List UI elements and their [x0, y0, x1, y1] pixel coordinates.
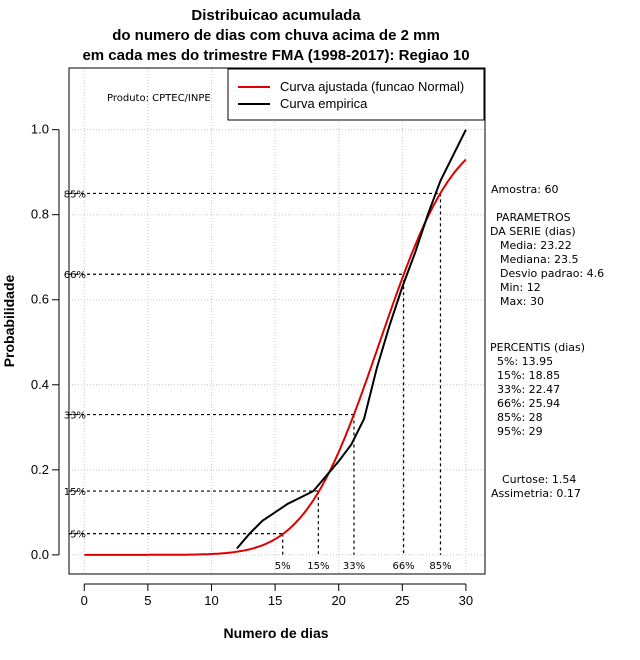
statistics-panel: Amostra: 60 PARAMETROS DA SERIE (dias) M…: [490, 183, 604, 500]
x-axis-title: Numero de dias: [223, 625, 328, 641]
y-tick-label: 0.2: [31, 462, 49, 477]
stat-min: Min: 12: [500, 281, 541, 294]
sample-size: Amostra: 60: [491, 183, 558, 196]
x-tick-label: 20: [331, 593, 345, 608]
percentile-y-label: 5%: [70, 530, 86, 541]
percentile-y-label: 66%: [64, 270, 86, 281]
series-lines: [84, 129, 467, 556]
legend-box: [227, 68, 485, 121]
percentile-y-label: 15%: [64, 487, 86, 498]
percentil-85: 85%: 28: [497, 411, 543, 424]
percentile-x-label: 15%: [307, 561, 329, 572]
percentile-guides: 5% 5% 15% 15% 33% 33% 66% 66% 85% 85%: [64, 189, 452, 572]
y-axis-title: Probabilidade: [1, 275, 17, 368]
y-tick-label: 0.4: [31, 377, 49, 392]
stat-sd: Desvio padrao: 4.6: [500, 267, 604, 280]
chart-title-line-1: Distribuicao acumulada: [191, 7, 361, 24]
stat-mean: Media: 23.22: [500, 239, 572, 252]
params-header-1: PARAMETROS: [496, 211, 571, 224]
percentile-y-label: 33%: [64, 411, 86, 422]
skewness: Assimetria: 0.17: [491, 487, 581, 500]
x-tick-label: 10: [204, 593, 218, 608]
percentile-x-label: 66%: [392, 561, 414, 572]
stat-max: Max: 30: [500, 295, 544, 308]
stat-median: Mediana: 23.5: [500, 253, 578, 266]
percentile-y-label: 85%: [64, 189, 86, 200]
percentil-95: 95%: 29: [497, 425, 543, 438]
legend: Curva ajustada (funcao Normal) Curva emp…: [227, 68, 485, 121]
percentil-33: 33%: 22.47: [497, 383, 560, 396]
y-axis: 0.0 0.2 0.4 0.6 0.8 1.0: [31, 122, 60, 562]
fitted-normal-curve: [84, 158, 467, 556]
y-tick-label: 0.6: [31, 292, 49, 307]
chart-title-line-2: do numero de dias com chuva acima de 2 m…: [112, 27, 440, 44]
percentile-x-label: 85%: [429, 561, 451, 572]
empirical-curve: [236, 129, 467, 550]
y-tick-label: 0.8: [31, 207, 49, 222]
x-tick-label: 25: [395, 593, 409, 608]
percentile-x-label: 33%: [343, 561, 365, 572]
y-tick-label: 0.0: [31, 547, 49, 562]
plot-frame: [68, 67, 486, 575]
params-header-2: DA SERIE (dias): [490, 225, 576, 238]
product-label: Produto: CPTEC/INPE: [107, 93, 211, 104]
percentil-15: 15%: 18.85: [497, 369, 560, 382]
grid-lines: [69, 68, 485, 574]
chart-title-line-3: em cada mes do trimestre FMA (1998-2017)…: [82, 47, 469, 64]
x-tick-label: 5: [144, 593, 151, 608]
percentis-header: PERCENTIS (dias): [490, 341, 585, 354]
legend-label-empirical: Curva empirica: [280, 96, 368, 111]
percentile-x-label: 5%: [275, 561, 291, 572]
kurtosis: Curtose: 1.54: [502, 473, 576, 486]
x-tick-label: 0: [81, 593, 88, 608]
percentil-5: 5%: 13.95: [497, 355, 553, 368]
y-tick-label: 1.0: [31, 122, 49, 137]
x-tick-label: 15: [268, 593, 282, 608]
legend-label-fitted: Curva ajustada (funcao Normal): [280, 79, 464, 94]
x-tick-label: 30: [459, 593, 473, 608]
x-axis: 0 5 10 15 20 25 30: [81, 583, 473, 608]
percentil-66: 66%: 25.94: [497, 397, 560, 410]
